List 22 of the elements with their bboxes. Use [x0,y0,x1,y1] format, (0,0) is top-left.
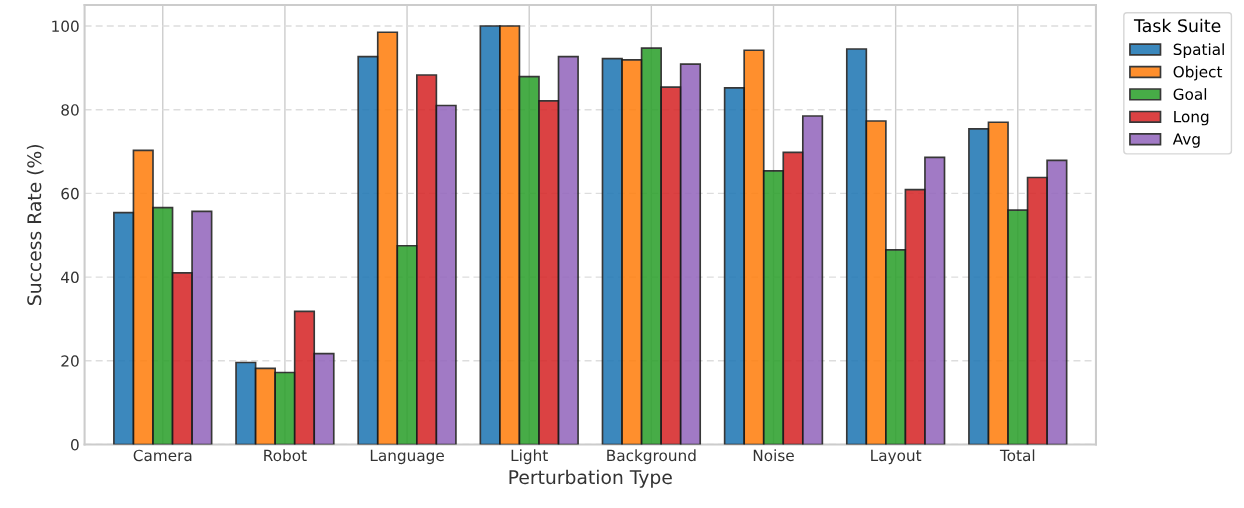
x-tick-label: Background [607,449,696,465]
legend-label: Spatial [1173,43,1224,59]
x-tick-label: Camera [133,449,192,462]
x-tick-label: Layout [871,449,922,465]
legend-label: Long [1174,111,1209,126]
y-tick-label: 60 [61,187,79,200]
legend-label: Object [1173,65,1223,81]
x-tick-label: Language [370,449,444,465]
y-tick-label: 0 [71,438,79,451]
x-tick-label: Total [999,449,1035,462]
legend-title: Task Suite [1133,18,1221,33]
y-tick-label: 80 [61,104,79,116]
legend-label: Avg [1172,133,1200,148]
y-tick-label: 100 [52,20,79,33]
x-axis-title: Perturbation Type [509,469,672,488]
y-axis-title: Success Rate (%) [26,144,44,305]
x-tick-label: Robot [264,449,307,462]
y-tick-label: 40 [61,271,79,284]
x-tick-label: Light [511,449,548,465]
x-tick-label: Noise [753,449,794,462]
legend-label: Goal [1173,88,1207,100]
y-tick-label: 20 [61,355,79,367]
